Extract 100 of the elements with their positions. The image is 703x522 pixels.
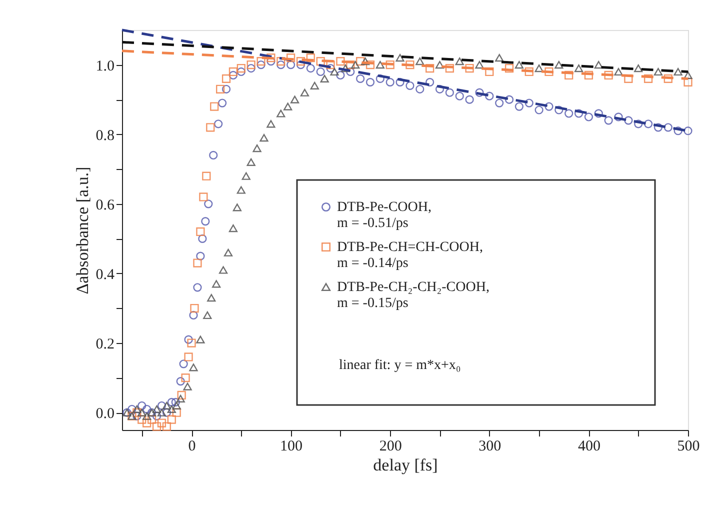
x-tick-label: 400	[578, 438, 600, 454]
point	[203, 311, 212, 320]
point	[316, 56, 325, 66]
point	[138, 415, 146, 424]
annotation: linear fit: y = m*x+x₀	[339, 358, 461, 373]
point	[177, 390, 186, 400]
legend-label: DTB-Pe-CH₂-CH₂-COOH, m = -0.15/ps	[337, 280, 490, 311]
point	[435, 60, 444, 69]
point	[228, 224, 238, 232]
point	[167, 405, 176, 413]
point	[252, 144, 262, 152]
point	[189, 364, 198, 372]
y-tick-label: 0.8	[96, 128, 114, 144]
point	[376, 60, 384, 69]
point	[242, 172, 250, 180]
point	[614, 68, 623, 76]
point	[356, 56, 365, 66]
x-tick-label: 100	[280, 438, 303, 454]
point	[142, 412, 152, 420]
point	[416, 57, 424, 66]
point	[396, 54, 404, 62]
point	[584, 70, 594, 80]
legend-label: DTB-Pe-COOH, m = -0.51/ps	[337, 200, 432, 231]
point	[485, 67, 494, 76]
point	[524, 67, 534, 76]
point	[554, 60, 564, 69]
point	[152, 405, 162, 413]
point	[310, 82, 319, 90]
point	[260, 134, 268, 142]
point	[162, 422, 171, 431]
point	[216, 84, 225, 94]
point	[360, 57, 370, 66]
point	[564, 70, 574, 80]
point	[157, 418, 166, 428]
y-tick-label: 0.0	[96, 406, 114, 422]
point	[210, 102, 219, 111]
point	[284, 102, 292, 110]
y-tick-label: 0.2	[96, 336, 114, 353]
point	[276, 56, 286, 66]
point	[199, 192, 208, 202]
point	[445, 64, 454, 73]
point	[465, 64, 474, 73]
point	[196, 336, 205, 344]
point	[172, 408, 181, 417]
point	[351, 60, 360, 69]
point	[594, 60, 603, 69]
point	[236, 186, 246, 194]
point	[475, 60, 484, 69]
point	[162, 402, 171, 410]
point	[296, 56, 306, 66]
point	[504, 64, 514, 73]
point	[228, 67, 238, 76]
point	[644, 74, 653, 84]
point	[157, 408, 166, 416]
point	[336, 56, 345, 66]
point	[290, 96, 300, 104]
y-tick-label: 0.4	[96, 266, 115, 283]
point	[236, 64, 246, 73]
point	[183, 382, 192, 390]
point	[190, 304, 199, 313]
point	[346, 60, 355, 70]
y-tick-label: 1.0	[96, 58, 114, 74]
point	[664, 74, 672, 84]
point	[187, 338, 196, 348]
point	[406, 60, 414, 70]
point	[574, 64, 584, 72]
y-tick-label: 0.6	[96, 197, 115, 214]
point	[624, 74, 633, 84]
point	[286, 54, 296, 62]
x-tick-label: 200	[379, 438, 402, 454]
point	[674, 68, 682, 76]
point	[167, 415, 176, 424]
point	[604, 70, 613, 80]
point	[207, 294, 216, 302]
point	[138, 408, 146, 416]
point	[266, 120, 276, 128]
point	[132, 408, 142, 417]
point	[386, 60, 394, 70]
point	[232, 204, 242, 212]
point	[202, 172, 211, 180]
point	[684, 71, 692, 80]
point	[222, 74, 231, 84]
x-tick-label: 300	[478, 438, 502, 454]
point	[634, 64, 643, 72]
point	[514, 60, 524, 69]
point	[276, 110, 286, 118]
point	[426, 64, 434, 73]
point	[256, 56, 266, 66]
point	[266, 54, 276, 62]
point	[544, 67, 554, 76]
point	[218, 266, 228, 274]
point	[534, 64, 544, 72]
point	[300, 88, 310, 96]
point	[152, 422, 162, 431]
point	[455, 57, 464, 66]
point	[196, 227, 205, 236]
x-tick-label: 500	[677, 438, 700, 454]
x-axis-title: delay [fs]	[373, 456, 438, 474]
point	[320, 74, 329, 83]
point	[176, 394, 185, 403]
